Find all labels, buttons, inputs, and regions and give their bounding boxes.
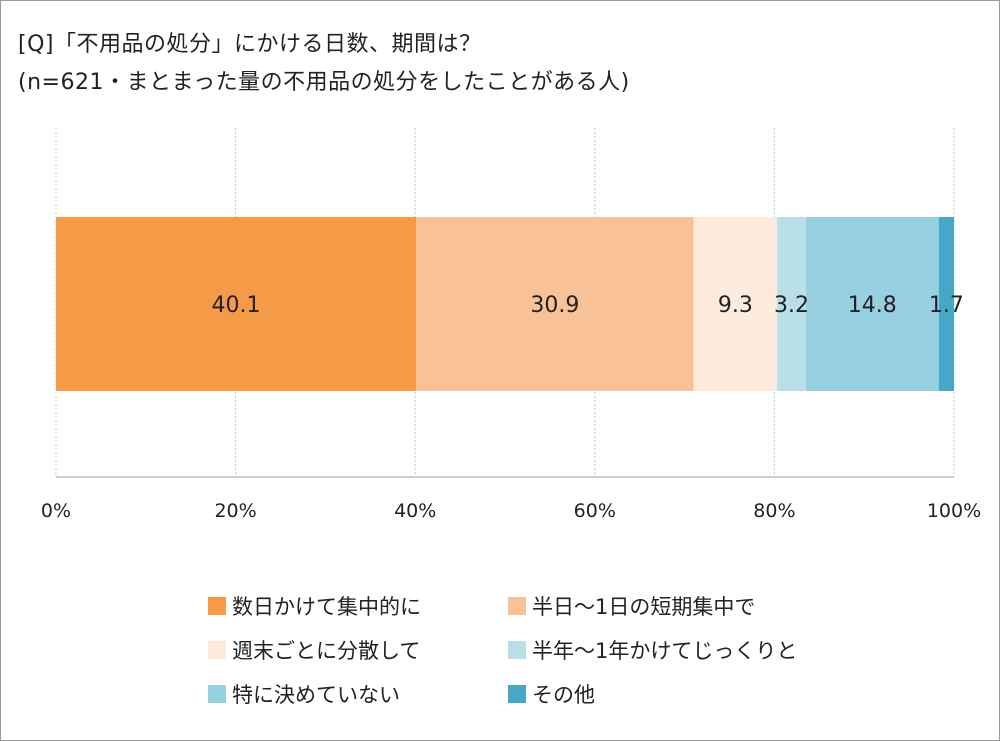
- data-label-0: 40.1: [212, 293, 261, 318]
- bar-segment-5: [938, 217, 954, 391]
- x-axis-ticks: 0% 20% 40% 60% 80% 100%: [41, 500, 981, 522]
- legend-swatch-5: [508, 685, 526, 703]
- x-tick-label-1: 20%: [214, 500, 256, 522]
- data-labels: 40.1 30.9 9.3 3.2 14.8 1.7: [212, 293, 964, 318]
- data-label-4: 14.8: [848, 293, 897, 318]
- bar-segment-3: [777, 217, 806, 391]
- legend-swatch-2: [208, 641, 226, 659]
- x-tick-label-4: 80%: [753, 500, 795, 522]
- data-label-3: 3.2: [774, 293, 809, 318]
- legend-swatch-3: [508, 641, 526, 659]
- data-label-2: 9.3: [718, 293, 753, 318]
- bar-segment-0: [56, 217, 417, 391]
- data-label-1: 30.9: [530, 293, 579, 318]
- legend-swatch-4: [208, 685, 226, 703]
- legend-label-4: 特に決めていない: [232, 683, 400, 707]
- legend-item-4: 特に決めていない: [208, 680, 508, 708]
- x-tick-label-0: 0%: [41, 500, 71, 522]
- legend-label-3: 半年～1年かけてじっくりと: [532, 639, 798, 663]
- x-tick-label-5: 100%: [927, 500, 981, 522]
- legend-swatch-0: [208, 597, 226, 615]
- legend-item-3: 半年～1年かけてじっくりと: [508, 636, 828, 664]
- x-tick-label-2: 40%: [394, 500, 436, 522]
- chart-title: [Q]「不用品の処分」にかける日数、期間は？ (n=621・まとまった量の不用品…: [18, 26, 630, 102]
- legend-item-1: 半日～1日の短期集中で: [508, 592, 828, 620]
- bar-segment-2: [693, 217, 778, 391]
- legend-item-2: 週末ごとに分散して: [208, 636, 508, 664]
- legend-swatch-1: [508, 597, 526, 615]
- legend: 数日かけて集中的に 半日～1日の短期集中で週末ごとに分散して 半年～1年かけてじっく…: [208, 592, 848, 708]
- bar-segments: [56, 217, 954, 391]
- legend-item-5: その他: [508, 680, 828, 708]
- legend-label-5: その他: [532, 683, 595, 707]
- title-line-2: (n=621・まとまった量の不用品の処分をしたことがある人): [18, 70, 630, 95]
- legend-item-0: 数日かけて集中的に: [208, 592, 508, 620]
- bar-segment-4: [805, 217, 939, 391]
- bar-segment-1: [416, 217, 694, 391]
- data-label-5: 1.7: [929, 293, 964, 318]
- x-tick-label-3: 60%: [574, 500, 616, 522]
- title-line-1: [Q]「不用品の処分」にかける日数、期間は？: [18, 32, 482, 57]
- legend-label-0: 数日かけて集中的に: [232, 595, 421, 619]
- legend-label-1: 半日～1日の短期集中で: [532, 595, 756, 619]
- legend-label-2: 週末ごとに分散して: [232, 639, 421, 663]
